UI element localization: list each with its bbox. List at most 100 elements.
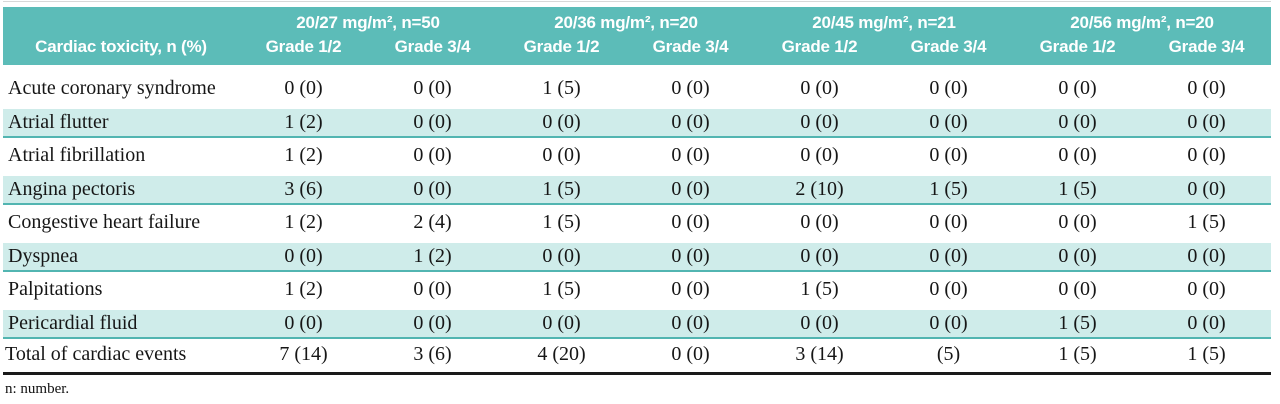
data-cell: 1 (5)	[884, 173, 1013, 205]
row-label: Palpitations	[8, 278, 103, 300]
dose-group-header-1: 20/27 mg/m², n=50	[239, 7, 497, 34]
data-cell: 1 (2)	[284, 144, 323, 166]
dose-group-header-3: 20/45 mg/m², n=21	[755, 7, 1013, 34]
data-cell: 0 (0)	[284, 77, 323, 99]
data-cell: 0 (0)	[755, 240, 884, 272]
data-cell: 3 (6)	[239, 173, 368, 205]
data-cell: 0 (0)	[626, 307, 755, 339]
row-label: Congestive heart failure	[8, 211, 201, 233]
data-cell: 0 (0)	[929, 278, 968, 300]
data-cell: 0 (0)	[800, 144, 839, 166]
data-cell: 1 (5)	[542, 77, 581, 99]
data-cell: 0 (0)	[671, 144, 710, 166]
row-label: Angina pectoris	[3, 173, 239, 205]
data-cell: 0 (0)	[755, 106, 884, 138]
data-cell: 1 (5)	[1013, 338, 1142, 375]
data-cell: 0 (0)	[1142, 106, 1271, 138]
data-cell: 1 (2)	[284, 278, 323, 300]
row-label: Acute coronary syndrome	[8, 77, 216, 99]
dose-group-header-4: 20/56 mg/m², n=20	[1013, 7, 1271, 34]
data-cell: 4 (20)	[497, 338, 626, 375]
data-cell: 0 (0)	[368, 307, 497, 339]
table-body: Acute coronary syndrome 0 (0) 0 (0) 1 (5) 0 …	[3, 65, 1271, 375]
data-cell: 0 (0)	[1058, 77, 1097, 99]
grade34-col-header-3: Grade 3/4	[884, 34, 1013, 65]
table-row: Total of cardiac events 7 (14) 3 (6) 4 (20)…	[3, 338, 1271, 375]
data-cell: 0 (0)	[800, 77, 839, 99]
row-label: Atrial flutter	[3, 106, 239, 138]
table-row: Pericardial fluid 0 (0) 0 (0) 0 (0) 0 (0) 0 (…	[3, 307, 1271, 339]
data-cell: 0 (0)	[884, 106, 1013, 138]
data-cell: 0 (0)	[1013, 106, 1142, 138]
cardiac-toxicity-table-figure: 20/27 mg/m², n=50 20/36 mg/m², n=20 20/4…	[3, 1, 1271, 398]
grade34-col-header-1: Grade 3/4	[368, 34, 497, 65]
data-cell: 0 (0)	[413, 144, 452, 166]
data-cell: 1 (5)	[542, 211, 581, 233]
header-spacer-cell	[3, 7, 239, 34]
row-label: Total of cardiac events	[3, 338, 239, 375]
data-cell: 0 (0)	[497, 240, 626, 272]
data-cell: 0 (0)	[755, 307, 884, 339]
data-cell: 0 (0)	[626, 240, 755, 272]
table-row: Palpitations 1 (2) 0 (0) 1 (5) 0 (0) 1 (5) 0 (…	[3, 271, 1271, 309]
data-cell: 3 (14)	[755, 338, 884, 375]
data-cell: 0 (0)	[929, 211, 968, 233]
data-cell: 1 (5)	[497, 173, 626, 205]
table-row: Atrial flutter 1 (2) 0 (0) 0 (0) 0 (0) 0 (0) 0…	[3, 106, 1271, 138]
table-row: Angina pectoris 3 (6) 0 (0) 1 (5) 0 (0) 2 (10…	[3, 173, 1271, 205]
row-label: Atrial fibrillation	[8, 144, 146, 166]
data-cell: 0 (0)	[239, 307, 368, 339]
data-cell: 1 (5)	[800, 278, 839, 300]
grade12-col-header-1: Grade 1/2	[239, 34, 368, 65]
data-cell: 0 (0)	[1142, 240, 1271, 272]
cardiac-toxicity-table: 20/27 mg/m², n=50 20/36 mg/m², n=20 20/4…	[3, 7, 1271, 375]
grade12-col-header-4: Grade 1/2	[1013, 34, 1142, 65]
data-cell: 0 (0)	[626, 106, 755, 138]
data-cell: 0 (0)	[542, 144, 581, 166]
data-cell: 0 (0)	[1187, 278, 1226, 300]
data-cell: 0 (0)	[929, 144, 968, 166]
data-cell: 0 (0)	[929, 77, 968, 99]
table-row: Atrial fibrillation 1 (2) 0 (0) 0 (0) 0 (0) 0…	[3, 137, 1271, 175]
grade34-col-header-2: Grade 3/4	[626, 34, 755, 65]
data-cell: 0 (0)	[1013, 240, 1142, 272]
footnote: n: number.	[5, 381, 70, 397]
data-cell: 0 (0)	[1142, 307, 1271, 339]
data-cell: 0 (0)	[671, 278, 710, 300]
data-cell: 1 (5)	[1013, 307, 1142, 339]
data-cell: 1 (5)	[1187, 211, 1226, 233]
data-cell: 0 (0)	[626, 338, 755, 375]
table-row: Dyspnea 0 (0) 1 (2) 0 (0) 0 (0) 0 (0) 0 (0) 0 (…	[3, 240, 1271, 272]
data-cell: 0 (0)	[1058, 278, 1097, 300]
data-cell: 0 (0)	[671, 211, 710, 233]
data-cell: 3 (6)	[368, 338, 497, 375]
data-cell: 7 (14)	[239, 338, 368, 375]
data-cell: 0 (0)	[413, 77, 452, 99]
data-cell: 1 (5)	[1013, 173, 1142, 205]
data-cell: 0 (0)	[1058, 144, 1097, 166]
data-cell: 0 (0)	[1187, 77, 1226, 99]
data-cell: 2 (10)	[755, 173, 884, 205]
data-cell: 0 (0)	[1142, 173, 1271, 205]
data-cell: 0 (0)	[884, 240, 1013, 272]
data-cell: 1 (2)	[284, 211, 323, 233]
data-cell: (5)	[884, 338, 1013, 375]
table-row: Acute coronary syndrome 0 (0) 0 (0) 1 (5) 0 …	[3, 65, 1271, 108]
data-cell: 0 (0)	[239, 240, 368, 272]
data-cell: 1 (5)	[542, 278, 581, 300]
dose-group-header-2: 20/36 mg/m², n=20	[497, 7, 755, 34]
table-header: 20/27 mg/m², n=50 20/36 mg/m², n=20 20/4…	[3, 7, 1271, 65]
table-row: Congestive heart failure 1 (2) 2 (4) 1 (5) 0…	[3, 204, 1271, 242]
data-cell: 1 (2)	[368, 240, 497, 272]
data-cell: 0 (0)	[497, 106, 626, 138]
data-cell: 0 (0)	[497, 307, 626, 339]
data-cell: 1 (5)	[1142, 338, 1271, 375]
data-cell: 1 (2)	[239, 106, 368, 138]
data-cell: 0 (0)	[800, 211, 839, 233]
data-cell: 0 (0)	[1058, 211, 1097, 233]
row-label: Dyspnea	[3, 240, 239, 272]
data-cell: 0 (0)	[368, 106, 497, 138]
data-cell: 0 (0)	[626, 173, 755, 205]
grade-subheader-row: Cardiac toxicity, n (%) Grade 1/2 Grade …	[3, 34, 1271, 65]
grade12-col-header-3: Grade 1/2	[755, 34, 884, 65]
